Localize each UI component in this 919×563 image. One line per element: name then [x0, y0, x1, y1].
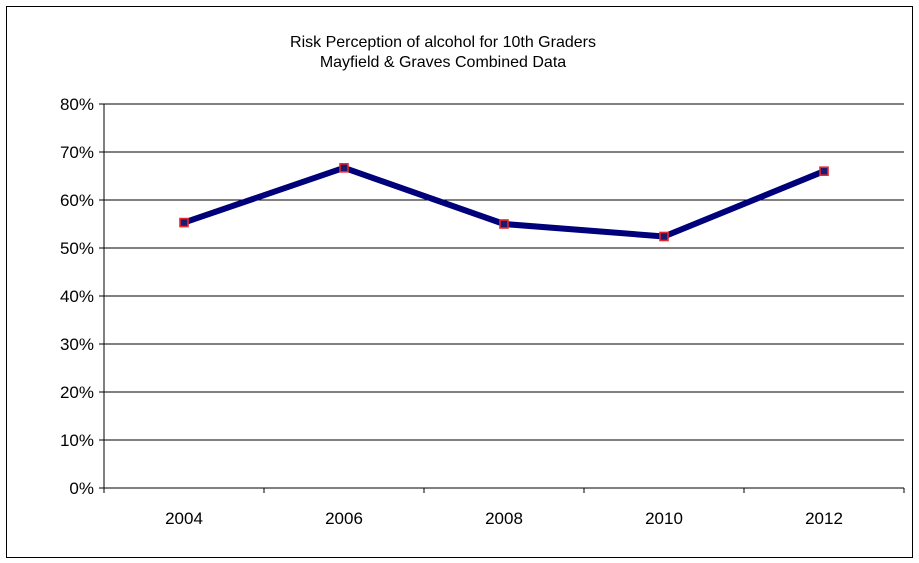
y-tick-label: 20% [60, 383, 94, 402]
y-tick-label: 60% [60, 191, 94, 210]
x-tick-label: 2006 [325, 509, 363, 528]
chart-title-line-2: Mayfield & Graves Combined Data [320, 54, 566, 71]
y-tick-label: 40% [60, 287, 94, 306]
data-point-marker [819, 166, 829, 176]
x-tick-label: 2010 [645, 509, 683, 528]
y-tick-label: 70% [60, 143, 94, 162]
y-tick-label: 10% [60, 431, 94, 450]
y-tick-label: 30% [60, 335, 94, 354]
chart-area [6, 6, 913, 558]
axes [99, 103, 905, 493]
x-axis-tick-labels: 2004 2006 2008 2010 2012 [165, 509, 843, 528]
x-tick-label: 2004 [165, 509, 203, 528]
y-tick-label: 50% [60, 239, 94, 258]
data-point-marker [499, 219, 509, 229]
gridlines [104, 103, 904, 441]
x-tick-label: 2008 [485, 509, 523, 528]
y-tick-label: 0% [69, 479, 94, 498]
y-axis-tick-labels: 0% 10% 20% 30% 40% 50% 60% 70% 80% [60, 95, 94, 498]
data-point-marker [339, 163, 349, 173]
data-point-marker [179, 217, 189, 228]
chart-title-line-1: Risk Perception of alcohol for 10th Grad… [290, 34, 596, 51]
y-tick-label: 80% [60, 95, 94, 114]
data-series [179, 163, 829, 242]
data-point-marker [659, 231, 669, 242]
x-tick-label: 2012 [805, 509, 843, 528]
